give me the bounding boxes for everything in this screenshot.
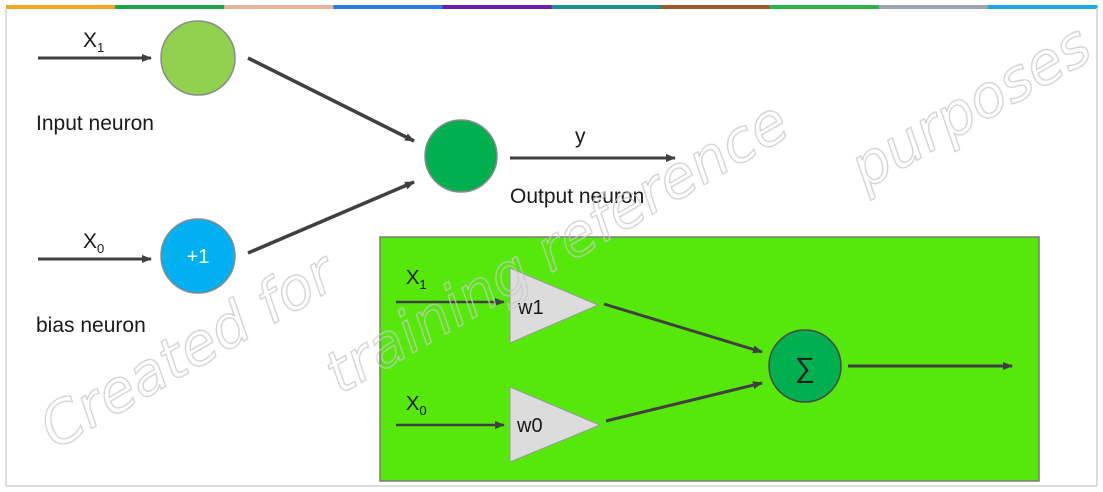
w0-label: w0 bbox=[516, 415, 543, 437]
stripe-segment bbox=[769, 5, 880, 9]
summation-node bbox=[768, 329, 842, 403]
output-y-label: y bbox=[575, 125, 586, 148]
input-neuron bbox=[160, 20, 236, 96]
input-neuron-label: Input neuron bbox=[36, 112, 154, 135]
w1-to-sum-connection bbox=[603, 302, 763, 354]
x0-label: X0 bbox=[83, 230, 104, 256]
weighted-sum-panel bbox=[379, 236, 1040, 482]
stripe-segment bbox=[551, 5, 662, 9]
weight-w1-triangle bbox=[509, 267, 600, 344]
stripe-segment bbox=[6, 5, 116, 9]
input-to-output-connection bbox=[247, 56, 415, 143]
panel-x1-label: X1 bbox=[406, 267, 427, 292]
w1-label: w1 bbox=[517, 297, 544, 319]
stripe-segment bbox=[660, 5, 771, 9]
x1-label: X1 bbox=[83, 29, 104, 55]
stripe-segment bbox=[115, 5, 225, 9]
top-color-stripe bbox=[6, 5, 1098, 9]
stripe-segment bbox=[878, 5, 989, 9]
stripe-segment bbox=[224, 5, 334, 9]
stripe-segment bbox=[987, 5, 1098, 9]
output-neuron-label: Output neuron bbox=[510, 185, 644, 208]
w0-to-sum-connection bbox=[605, 381, 763, 423]
bias-value: +1 bbox=[187, 246, 210, 268]
output-neuron bbox=[424, 119, 498, 193]
stripe-segment bbox=[442, 5, 552, 9]
bias-neuron bbox=[160, 218, 236, 294]
panel-x0-label: X0 bbox=[406, 393, 427, 418]
stripe-segment bbox=[333, 5, 443, 9]
watermark-line-3: purposes bbox=[837, 10, 1102, 202]
bias-neuron-label: bias neuron bbox=[36, 314, 146, 337]
bias-to-output-connection bbox=[247, 180, 415, 255]
weight-w0-triangle bbox=[509, 386, 602, 463]
summation-icon: ∑ bbox=[795, 352, 815, 383]
